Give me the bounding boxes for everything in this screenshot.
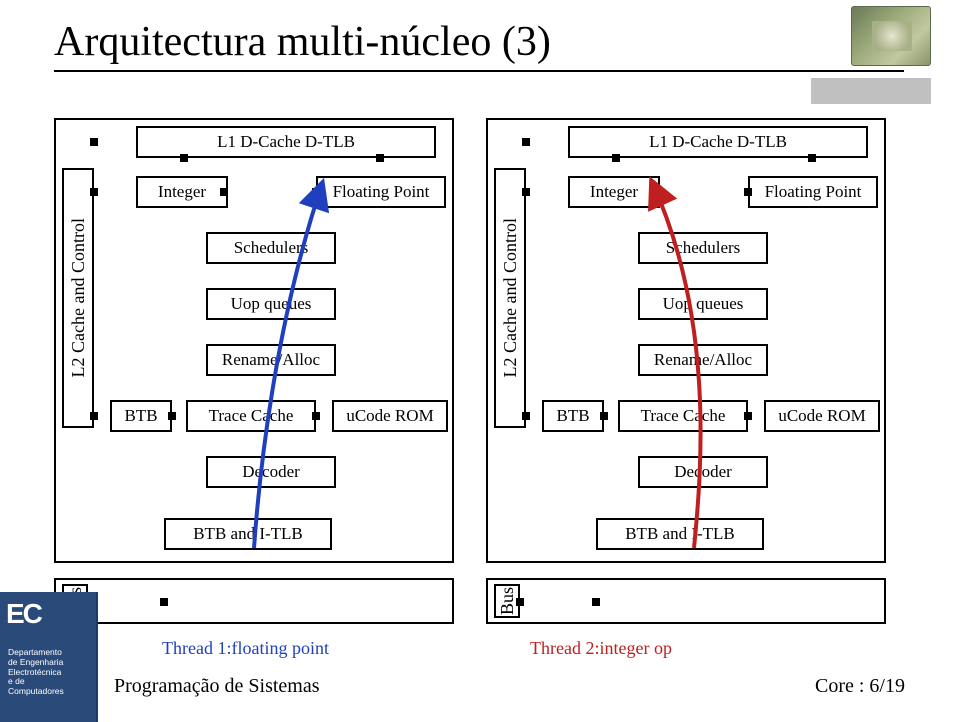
- trace-cache-left: Trace Cache: [186, 400, 316, 432]
- floating-point-left: Floating Point: [316, 176, 446, 208]
- thread2-label: Thread 2:integer op: [530, 638, 672, 659]
- core-left: L2 Cache and Control L1 D-Cache D-TLB In…: [54, 118, 454, 563]
- integer-left: Integer: [136, 176, 228, 208]
- logo-dept-text: Departamentode EngenhariaElectrotécnicae…: [8, 648, 64, 697]
- schedulers-right: Schedulers: [638, 232, 768, 264]
- uop-queues-left: Uop queues: [206, 288, 336, 320]
- title-underline: [54, 70, 904, 72]
- decoder-left: Decoder: [206, 456, 336, 488]
- thread1-label: Thread 1:floating point: [162, 638, 329, 659]
- btb-left: BTB: [110, 400, 172, 432]
- floating-point-right: Floating Point: [748, 176, 878, 208]
- core-right: L2 Cache and Control L1 D-Cache D-TLB In…: [486, 118, 886, 563]
- decoder-right: Decoder: [638, 456, 768, 488]
- integer-right: Integer: [568, 176, 660, 208]
- uop-queues-right: Uop queues: [638, 288, 768, 320]
- bus-wrap-right: Bus: [486, 578, 886, 624]
- btb-itlb-left: BTB and I-TLB: [164, 518, 332, 550]
- dept-logo: EC Departamentode EngenhariaElectrotécni…: [0, 592, 98, 722]
- rename-alloc-left: Rename/Alloc: [206, 344, 336, 376]
- logo-ec: EC: [6, 598, 41, 630]
- l2-cache-label-left: L2 Cache and Control: [62, 168, 94, 428]
- l2-cache-label-right: L2 Cache and Control: [494, 168, 526, 428]
- gray-bar: [811, 78, 931, 104]
- footer-right: Core : 6/19: [815, 675, 905, 698]
- bus-wrap-left: Bus: [54, 578, 454, 624]
- diagram-stage: L2 Cache and Control L1 D-Cache D-TLB In…: [54, 118, 904, 628]
- btb-right: BTB: [542, 400, 604, 432]
- ucode-rom-right: uCode ROM: [764, 400, 880, 432]
- btb-itlb-right: BTB and I-TLB: [596, 518, 764, 550]
- chip-image: [851, 6, 931, 66]
- ucode-rom-left: uCode ROM: [332, 400, 448, 432]
- trace-cache-right: Trace Cache: [618, 400, 748, 432]
- footer-left: Programação de Sistemas: [114, 675, 320, 698]
- schedulers-left: Schedulers: [206, 232, 336, 264]
- rename-alloc-right: Rename/Alloc: [638, 344, 768, 376]
- page-title: Arquitectura multi-núcleo (3): [54, 18, 551, 66]
